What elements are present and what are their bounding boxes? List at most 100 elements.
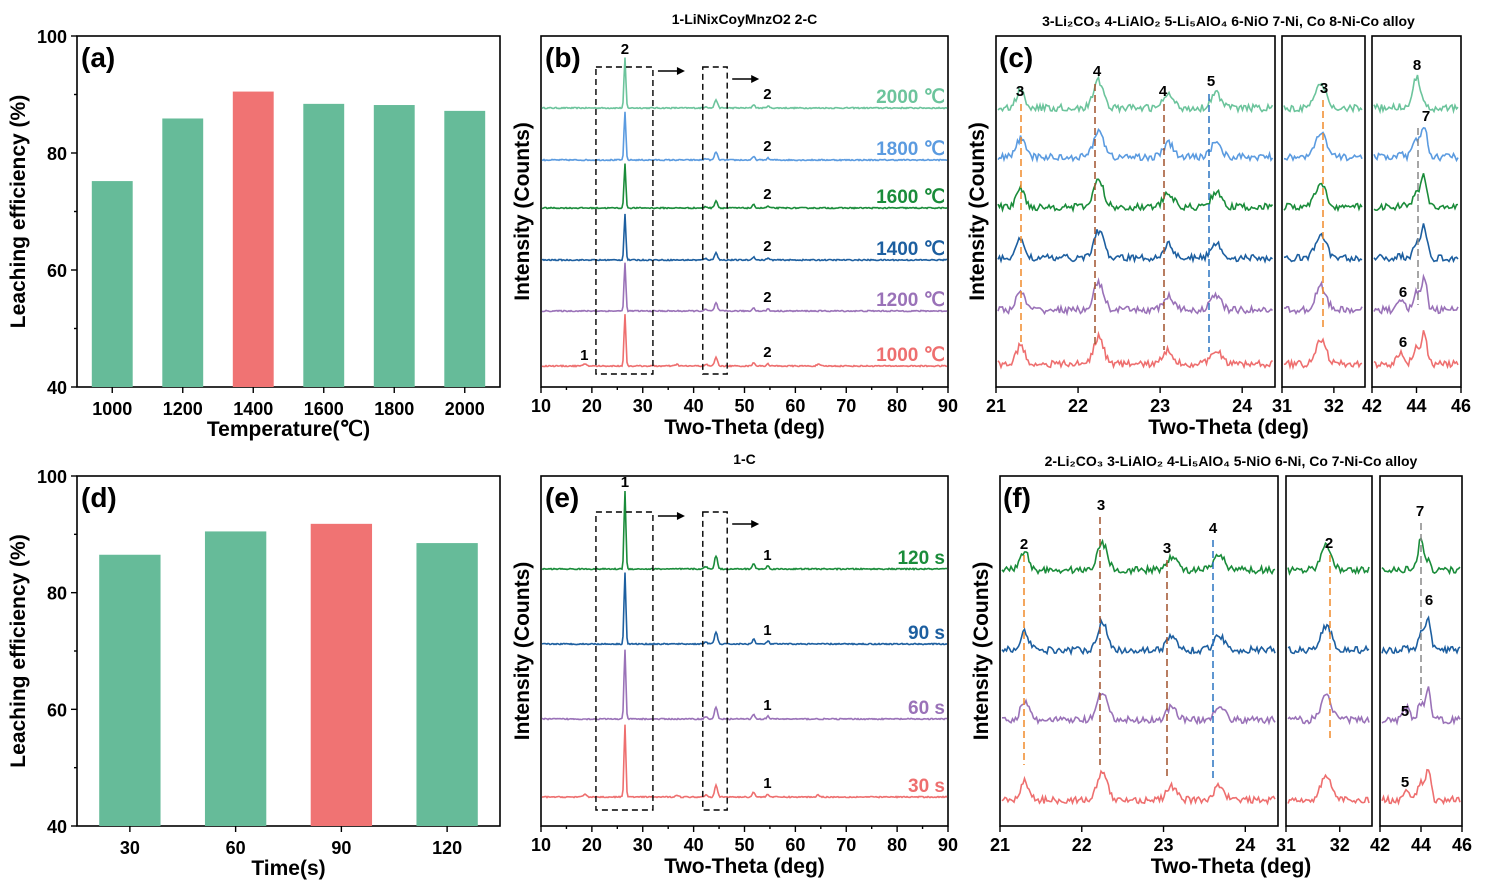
zoom-trace: [997, 75, 1274, 115]
x-tick-label: 1200: [163, 399, 203, 419]
peak-label: 4: [1159, 83, 1168, 100]
peak-label: 2: [763, 86, 771, 103]
peak-label: 2: [763, 344, 771, 361]
x-tick-label: 20: [582, 835, 602, 855]
y-tick-label: 80: [47, 144, 67, 164]
peak-label: 3: [1163, 540, 1171, 557]
zoom-trace: [1373, 223, 1459, 264]
x-tick-label: 24: [1232, 396, 1252, 416]
arrow-head-icon: [751, 75, 760, 83]
peak-label: 3: [1320, 80, 1328, 97]
panel-label: (d): [81, 482, 117, 513]
series-90s: [541, 572, 948, 646]
series-120s: [541, 490, 948, 571]
zoom-trace: [1287, 693, 1370, 726]
x-tick-label: 70: [836, 396, 856, 416]
zoom-trace: [1287, 541, 1370, 576]
arrow-head-icon: [751, 520, 760, 528]
bar-1800: [373, 105, 415, 387]
peak-label: 2: [1020, 536, 1028, 553]
y-axis-label: Intensity (Counts): [966, 122, 989, 301]
zoom-trace: [1373, 127, 1459, 163]
peak-label: 3: [1016, 83, 1024, 100]
series-label: 1000 ℃: [876, 345, 945, 366]
x-tick-label: 60: [226, 838, 246, 858]
panel-4-xrd-chart: 10 20 30 40 50 60 70 80 90 Two-Theta (deg) Intensi…: [511, 451, 958, 878]
plot-frame-segment: [1285, 475, 1373, 827]
plot-frame: [540, 475, 949, 827]
x-tick-label: 21: [990, 835, 1010, 855]
x-tick-label: 46: [1452, 835, 1472, 855]
x-tick-label: 1400: [233, 399, 273, 419]
x-tick-label: 31: [1272, 396, 1292, 416]
x-tick-label: 60: [785, 396, 805, 416]
peak-label: 1: [763, 547, 771, 564]
x-axis-label: Two-Theta (deg): [1151, 855, 1312, 878]
peak-label: 6: [1425, 592, 1433, 609]
peak-label: 7: [1422, 108, 1430, 125]
y-tick-label: 100: [37, 467, 67, 487]
peak-label: 6: [1399, 334, 1407, 351]
x-tick-label: 2000: [445, 399, 485, 419]
panel-3-bar-chart: 40 60 80 100 30 60 90 120 Time(s) Leaching effici…: [7, 467, 501, 880]
x-tick-label: 24: [1235, 835, 1255, 855]
chart-title: 1-LiNixCoyMnzO2 2-C: [672, 11, 817, 27]
x-tick-label: 1600: [304, 399, 344, 419]
x-tick-label: 44: [1411, 835, 1431, 855]
x-tick-label: 90: [331, 838, 351, 858]
peak-label: 4: [1093, 63, 1102, 80]
x-tick-label: 44: [1406, 396, 1426, 416]
x-tick-label: 40: [684, 396, 704, 416]
plot-frame-segment: [1281, 35, 1366, 388]
zoom-trace: [1283, 131, 1363, 163]
series-1600℃: [541, 163, 948, 210]
zoom-trace: [1283, 337, 1363, 371]
x-tick-label: 10: [531, 396, 551, 416]
peak-label: 2: [763, 186, 771, 203]
series-label: 1200 ℃: [876, 290, 945, 311]
x-tick-label: 120: [432, 838, 462, 858]
bar-1200: [162, 118, 204, 388]
x-tick-label: 10: [531, 835, 551, 855]
bar-1000: [91, 181, 133, 387]
zoom-trace: [1381, 615, 1461, 655]
peak-label: 2: [763, 238, 771, 255]
zoom-trace: [1287, 623, 1370, 655]
y-axis-label: Intensity (Counts): [511, 122, 534, 301]
chart-title: 3-Li₂CO₃ 4-LiAlO₂ 5-Li₅AlO₄ 6-NiO 7-Ni, …: [1042, 13, 1415, 29]
panel-0-bar-chart: 40 60 80 100 1000 1200 1400 1600 1800 2000 Tempera…: [7, 27, 501, 441]
x-tick-label: 90: [938, 835, 958, 855]
x-tick-label: 42: [1370, 835, 1390, 855]
peak-label: 5: [1207, 73, 1215, 90]
peak-label: 2: [763, 138, 771, 155]
x-tick-label: 46: [1451, 396, 1471, 416]
x-tick-label: 1800: [374, 399, 414, 419]
y-tick-label: 60: [47, 700, 67, 720]
chart-title: 1-C: [733, 451, 756, 467]
x-tick-label: 80: [887, 396, 907, 416]
panel-1-xrd-chart: 10 20 30 40 50 60 70 80 90 Two-Theta (deg) Intensi…: [511, 11, 958, 439]
peak-label: 1: [763, 622, 771, 639]
peak-label: 2: [1325, 535, 1333, 552]
y-tick-label: 40: [47, 378, 67, 398]
x-tick-label: 32: [1330, 835, 1350, 855]
zoom-trace: [1001, 617, 1276, 657]
x-tick-label: 40: [684, 835, 704, 855]
plot-frame-segment: [995, 35, 1276, 388]
peak-label: 2: [621, 41, 629, 58]
y-tick-label: 40: [47, 817, 67, 837]
x-tick-label: 30: [120, 838, 140, 858]
bar-120: [416, 543, 478, 826]
zoom-trace: [1373, 173, 1459, 212]
zoom-trace: [997, 178, 1274, 213]
panel-label: (a): [81, 42, 115, 73]
y-axis-label: Intensity (Counts): [511, 562, 534, 741]
x-tick-label: 50: [734, 835, 754, 855]
y-tick-label: 100: [37, 27, 67, 47]
panel-label: (c): [999, 42, 1033, 73]
panel-label: (f): [1003, 482, 1031, 513]
y-axis-label: Leaching efficiency (%): [7, 95, 30, 328]
series-1800℃: [541, 111, 948, 162]
